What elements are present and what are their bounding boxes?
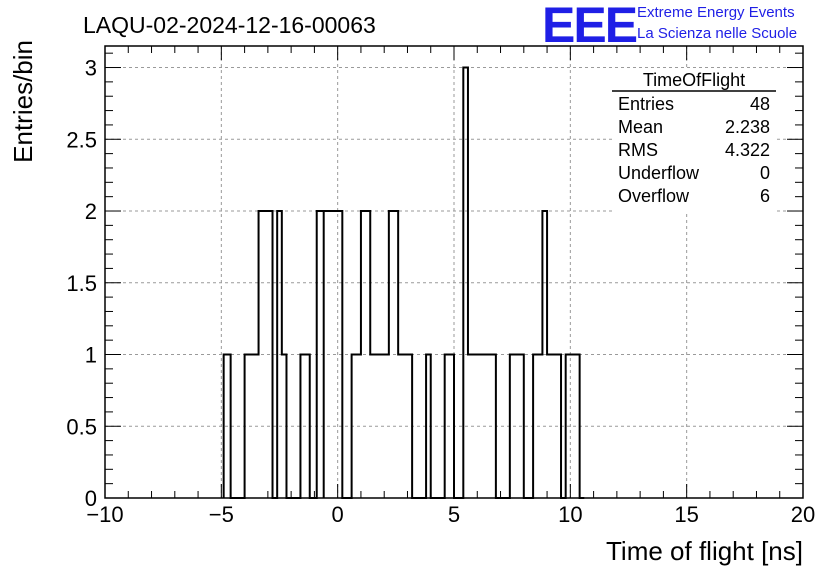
logo-line-2: La Scienza nelle Scuole xyxy=(637,25,798,42)
stats-value: 6 xyxy=(760,186,770,206)
x-tick-label: −10 xyxy=(86,502,123,527)
x-tick-label: 15 xyxy=(674,502,698,527)
histogram-outline xyxy=(222,66,585,499)
stats-label: Overflow xyxy=(618,186,690,206)
stats-value: 4.322 xyxy=(725,140,770,160)
stats-label: Mean xyxy=(618,117,663,137)
y-tick-label: 1.5 xyxy=(66,271,97,296)
stats-value: 0 xyxy=(760,163,770,183)
stats-value: 48 xyxy=(750,94,770,114)
stats-box xyxy=(612,70,776,212)
y-axis-label: Entries/bin xyxy=(8,40,38,163)
y-tick-label: 1 xyxy=(85,343,97,368)
y-tick-label: 2.5 xyxy=(66,127,97,152)
y-tick-label: 0.5 xyxy=(66,414,97,439)
stats-label: Entries xyxy=(618,94,674,114)
x-tick-label: 10 xyxy=(558,502,582,527)
x-tick-label: 5 xyxy=(448,502,460,527)
y-tick-label: 2 xyxy=(85,199,97,224)
y-tick-label: 0 xyxy=(85,486,97,511)
x-tick-label: 0 xyxy=(332,502,344,527)
logo-mark: EEE xyxy=(542,0,638,53)
x-axis-label: Time of flight [ns] xyxy=(606,536,803,566)
logo-line-1: Extreme Energy Events xyxy=(637,4,795,21)
plot-frame xyxy=(104,45,804,499)
x-tick-label: 20 xyxy=(791,502,815,527)
stats-label: RMS xyxy=(618,140,658,160)
stats-label: Underflow xyxy=(618,163,700,183)
stats-value: 2.238 xyxy=(725,117,770,137)
eee-logo: EEE Extreme Energy Events La Scienza nel… xyxy=(542,0,834,53)
y-tick-label: 3 xyxy=(85,56,97,81)
x-tick-label: −5 xyxy=(209,502,234,527)
stats-title: TimeOfFlight xyxy=(643,70,745,90)
chart-title: LAQU-02-2024-12-16-00063 xyxy=(83,12,376,38)
